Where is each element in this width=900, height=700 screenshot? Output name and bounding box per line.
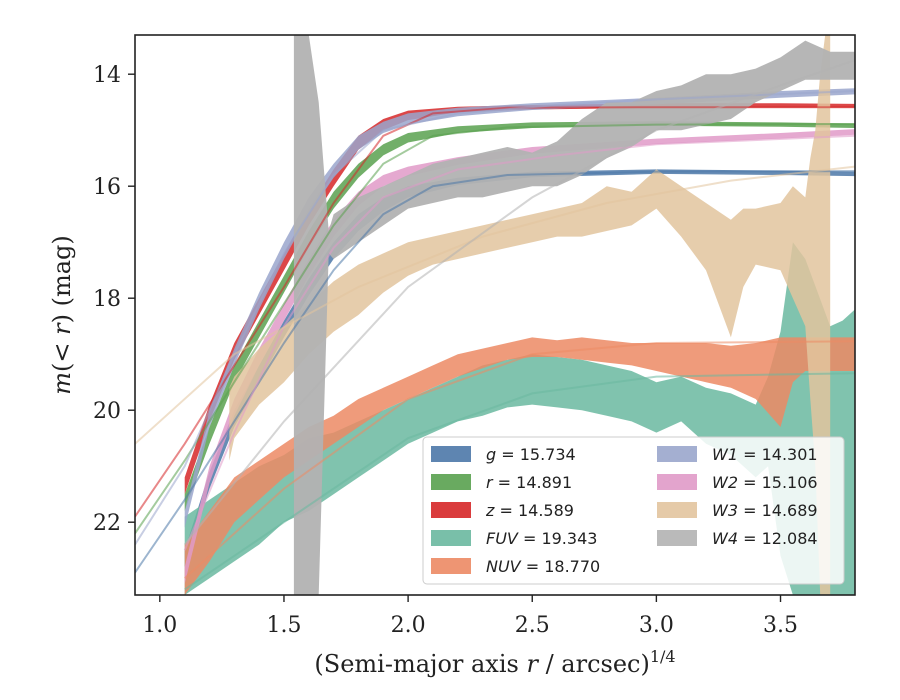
y-tick-label: 22 xyxy=(93,511,121,536)
legend-label-fuv: FUV = 19.343 xyxy=(486,529,597,548)
model-curve-r xyxy=(135,123,855,534)
x-tick-label: 1.0 xyxy=(142,613,177,638)
y-axis-ticks: 14 16 18 20 22 xyxy=(93,63,135,536)
legend-label-r: r = 14.891 xyxy=(486,473,572,492)
model-curve-nuv xyxy=(184,340,855,579)
x-tick-label: 2.5 xyxy=(515,613,550,638)
x-axis-label: (Semi-major axis r / arcsec)1/4 xyxy=(314,647,675,678)
y-tick-label: 20 xyxy=(93,399,121,424)
model-curve-z xyxy=(135,106,855,518)
legend-swatch-w3 xyxy=(657,502,697,518)
legend-swatch-w1 xyxy=(657,446,697,462)
legend-swatch-w4 xyxy=(657,530,697,546)
x-tick-label: 2.0 xyxy=(391,613,426,638)
legend-label-w1: W1 = 14.301 xyxy=(712,445,818,464)
y-tick-label: 14 xyxy=(93,63,121,88)
band-w4 xyxy=(293,35,855,595)
model-curve-w1 xyxy=(135,90,855,546)
model-curve-w3 xyxy=(135,165,855,445)
legend-swatch-fuv xyxy=(431,530,471,546)
legend-swatch-w2 xyxy=(657,474,697,490)
legend-label-w2: W2 = 15.106 xyxy=(712,473,818,492)
band-w3 xyxy=(229,35,831,595)
model-curve-g xyxy=(135,170,855,574)
x-tick-label: 1.5 xyxy=(266,613,301,638)
legend-label-z: z = 14.589 xyxy=(485,501,574,520)
model-curve-layer xyxy=(135,59,855,591)
x-axis-ticks: 1.0 1.5 2.0 2.5 3.0 3.5 xyxy=(142,595,798,638)
legend-label-nuv: NUV = 18.770 xyxy=(486,557,600,576)
legend-swatch-nuv xyxy=(431,558,471,574)
legend-frame xyxy=(422,436,845,585)
legend-swatch-z xyxy=(431,502,471,518)
legend-swatch-r xyxy=(431,474,471,490)
y-tick-label: 16 xyxy=(93,175,121,200)
legend-label-w4: W4 = 12.084 xyxy=(712,529,818,548)
legend-label-w3: W3 = 14.689 xyxy=(712,501,818,520)
legend-label-g: g = 15.734 xyxy=(486,445,576,464)
model-curve-fuv xyxy=(184,372,855,591)
x-tick-label: 3.0 xyxy=(639,613,674,638)
model-curve-w4 xyxy=(183,59,855,546)
y-axis-label: m(< r) (mag) xyxy=(48,235,76,395)
x-tick-label: 3.5 xyxy=(763,613,798,638)
band-nuv xyxy=(184,337,855,595)
legend: g = 15.734 r = 14.891 z = 14.589 FUV = 19.3… xyxy=(422,436,845,585)
legend-swatch-g xyxy=(431,446,471,462)
y-tick-label: 18 xyxy=(93,287,121,312)
plot-frame xyxy=(134,34,856,596)
